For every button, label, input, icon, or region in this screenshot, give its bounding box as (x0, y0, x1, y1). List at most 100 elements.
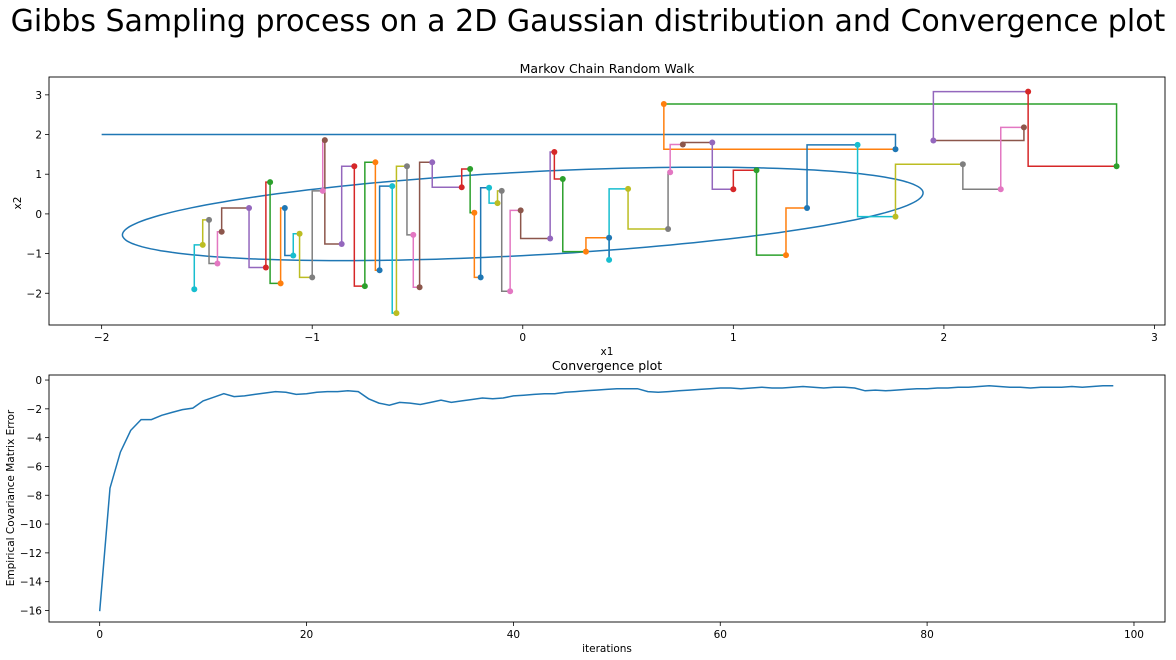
sample-point (559, 175, 566, 182)
sample-point (854, 141, 861, 148)
convergence-frame (48, 374, 1166, 623)
convergence-ylabel: Empirical Covariance Matrix Error (5, 409, 17, 586)
walk-step (856, 144, 896, 218)
sample-point (361, 283, 368, 290)
sample-point (281, 204, 288, 211)
walk-step (378, 185, 393, 271)
sample-point (467, 166, 474, 173)
walk-step (324, 140, 342, 245)
walk-step (311, 190, 323, 278)
random-walk-ytick-label: −2 (27, 288, 42, 300)
sample-point (267, 179, 274, 186)
sample-point (477, 274, 484, 281)
convergence-plot-area (98, 385, 1114, 612)
sample-point (376, 267, 383, 274)
walk-step (479, 186, 490, 278)
walk-step (284, 207, 294, 257)
walk-step (585, 236, 610, 252)
sample-point (1025, 88, 1032, 95)
random-walk-xtick-label: 3 (1151, 332, 1158, 344)
convergence-ytick-label: −4 (27, 433, 43, 445)
sample-point (351, 163, 358, 170)
walk-step (1000, 126, 1024, 190)
random-walk-xtick-label: 1 (730, 332, 737, 344)
walk-step (292, 232, 300, 256)
convergence-line (98, 385, 1114, 612)
convergence-ytick-label: −2 (27, 404, 42, 416)
sample-point (804, 204, 811, 211)
walk-step (406, 166, 414, 236)
sample-point (997, 186, 1004, 193)
random-walk-ticks: −2 −1 0 1 2 3 −2 −1 0 1 2 3 (27, 90, 1158, 344)
walk-step (682, 141, 713, 145)
walk-step (500, 190, 511, 293)
sample-point (262, 264, 269, 271)
sample-point (660, 100, 667, 107)
convergence-ytick-label: −12 (20, 548, 42, 560)
random-walk-ylabel: x2 (12, 197, 24, 210)
sample-point (582, 248, 589, 255)
sample-point (416, 284, 423, 291)
sample-point (667, 169, 674, 176)
random-walk-xlabel: x1 (601, 346, 614, 358)
walk-step (395, 165, 407, 314)
convergence-xtick-label: 20 (300, 629, 313, 641)
sample-point (606, 234, 613, 241)
walk-step (340, 165, 355, 245)
sample-point (290, 252, 297, 259)
walk-step (519, 210, 551, 240)
walk-step (201, 219, 210, 245)
sample-point (665, 225, 672, 232)
sample-point (206, 216, 213, 223)
sample-point (296, 230, 303, 237)
walk-step (298, 233, 313, 279)
walk-step (711, 142, 734, 191)
random-walk-plot-area (101, 88, 1120, 317)
random-walk-ytick-label: 1 (35, 169, 42, 181)
sample-point (309, 274, 316, 281)
convergence-ytick-label: −10 (20, 519, 42, 531)
sample-point (498, 187, 505, 194)
sample-point (218, 228, 225, 235)
convergence-ytick-label: −8 (27, 490, 42, 502)
sample-point (319, 187, 326, 194)
sample-point (606, 256, 613, 263)
sample-point (393, 310, 400, 317)
walk-step (755, 170, 786, 256)
sample-point (191, 286, 198, 293)
convergence-ticks: 0 20 40 60 80 100 0 −2 −4 −6 −8 −10 −12 −14 −16 (20, 375, 1144, 641)
sample-point (338, 241, 345, 248)
sample-point (930, 137, 937, 144)
sample-point (730, 186, 737, 193)
convergence-chart: Convergence plot 0 20 40 60 80 100 0 −2 −4 −6 −8 −1… (5, 358, 1166, 655)
walk-step (431, 162, 462, 189)
sample-point (625, 185, 632, 192)
walk-step (473, 212, 481, 279)
walk-step (1027, 91, 1117, 168)
sample-point (199, 241, 206, 248)
sample-point (507, 288, 514, 295)
sample-point (753, 167, 760, 174)
convergence-title: Convergence plot (552, 358, 662, 373)
sample-point (321, 137, 328, 144)
random-walk-xtick-label: 0 (519, 332, 526, 344)
sample-point (246, 204, 253, 211)
walk-step (663, 103, 1118, 167)
walk-step (412, 234, 420, 289)
convergence-ytick-label: −6 (27, 461, 43, 473)
walk-step (418, 161, 433, 288)
random-walk-title: Markov Chain Random Walk (520, 61, 695, 76)
walk-step (353, 166, 365, 287)
sample-point (410, 231, 417, 238)
sample-point (389, 183, 396, 190)
walk-step (962, 164, 1001, 191)
random-walk-ytick-label: 3 (35, 90, 42, 102)
convergence-ytick-label: −14 (20, 577, 42, 589)
walk-step (785, 207, 808, 256)
convergence-xtick-label: 80 (920, 629, 933, 641)
convergence-ytick-label: −16 (20, 605, 42, 617)
sample-point (1020, 124, 1027, 131)
convergence-xtick-label: 100 (1124, 629, 1144, 641)
random-walk-chart: Markov Chain Random Walk −2 −1 0 1 2 3 −2 −1 0 1 2… (12, 61, 1166, 358)
